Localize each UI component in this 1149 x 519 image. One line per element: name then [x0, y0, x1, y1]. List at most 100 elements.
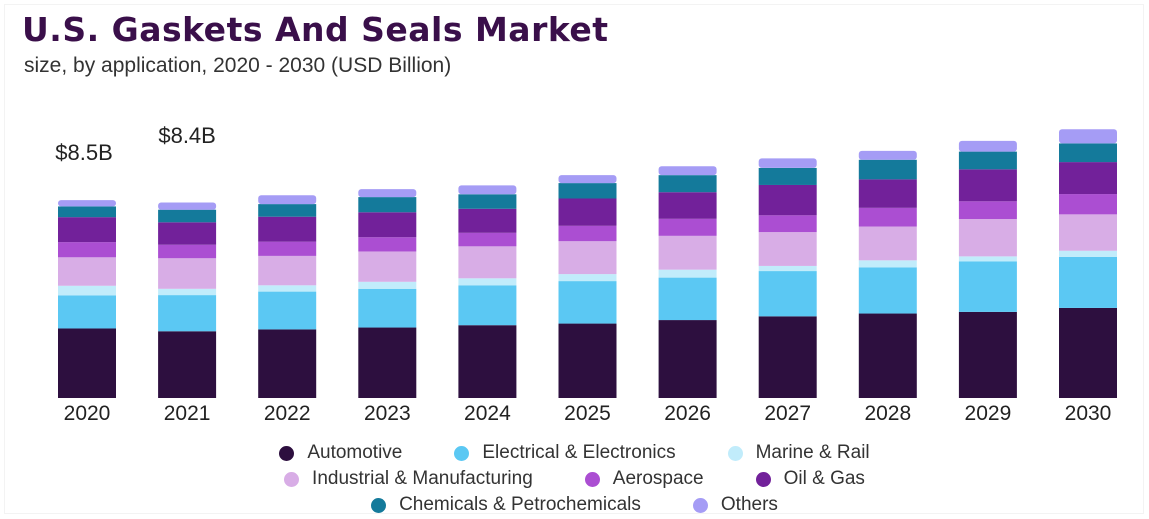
legend-label-electrical-electronics: Electrical & Electronics	[482, 442, 675, 464]
legend-label-chemicals-petrochemicals: Chemicals & Petrochemicals	[399, 494, 641, 516]
bar-segment-2029-aerospace	[959, 201, 1017, 219]
bar-segment-2030-aerospace	[1059, 194, 1117, 214]
bar-segment-2023-oil-gas	[358, 212, 416, 237]
bar-segment-2023-others	[358, 189, 416, 197]
x-tick-label-2026: 2026	[664, 402, 711, 425]
x-tick-label-2028: 2028	[864, 402, 911, 425]
bar-segment-2029-marine-rail	[959, 256, 1017, 261]
bar-segment-2025-others	[559, 175, 617, 183]
bar-segment-2022-automotive	[258, 329, 316, 398]
x-tick-label-2020: 2020	[64, 402, 111, 425]
legend-row-2: Industrial & Manufacturing Aerospace Oil…	[0, 468, 1149, 490]
bar-segment-2024-marine-rail	[458, 278, 516, 285]
x-tick-label-2025: 2025	[564, 402, 611, 425]
legend-swatch-oil-gas	[756, 472, 771, 487]
bar-segment-2024-oil-gas	[458, 209, 516, 233]
legend-item-industrial-manufacturing: Industrial & Manufacturing	[284, 468, 533, 490]
bar-segment-2025-automotive	[559, 324, 617, 398]
legend-row-3: Chemicals & Petrochemicals Others	[0, 494, 1149, 516]
bar-segment-2024-electrical-electronics	[458, 285, 516, 325]
bar-segment-2026-marine-rail	[659, 270, 717, 278]
bar-segment-2024-chemicals-petrochemicals	[458, 194, 516, 208]
bar-segment-2022-others	[258, 195, 316, 204]
legend-item-others: Others	[693, 494, 778, 516]
bar-segment-2023-electrical-electronics	[358, 289, 416, 328]
legend-label-aerospace: Aerospace	[613, 468, 704, 490]
bar-segment-2029-oil-gas	[959, 169, 1017, 201]
legend-item-aerospace: Aerospace	[585, 468, 704, 490]
bar-segment-2025-oil-gas	[559, 199, 617, 226]
bar-segment-2026-chemicals-petrochemicals	[659, 175, 717, 192]
bar-segment-2026-oil-gas	[659, 192, 717, 219]
bar-segment-2020-aerospace	[58, 242, 116, 257]
bar-segment-2029-industrial-manufacturing	[959, 219, 1017, 256]
bar-segment-2020-oil-gas	[58, 217, 116, 242]
bar-segment-2020-marine-rail	[58, 286, 116, 296]
legend-swatch-others	[693, 498, 708, 513]
data-label-2021: $8.4B	[158, 123, 216, 148]
x-tick-label-2030: 2030	[1065, 402, 1112, 425]
bar-segment-2021-industrial-manufacturing	[158, 258, 216, 289]
bar-segment-2024-others	[458, 185, 516, 194]
bar-segment-2029-automotive	[959, 312, 1017, 398]
bar-segment-2023-marine-rail	[358, 282, 416, 289]
x-tick-label-2022: 2022	[264, 402, 311, 425]
bar-segment-2020-automotive	[58, 328, 116, 398]
bar-segment-2030-industrial-manufacturing	[1059, 214, 1117, 250]
legend-label-oil-gas: Oil & Gas	[784, 468, 865, 490]
legend-label-marine-rail: Marine & Rail	[756, 442, 870, 464]
bar-segment-2020-electrical-electronics	[58, 295, 116, 328]
bar-segment-2026-aerospace	[659, 219, 717, 236]
bar-segment-2027-oil-gas	[759, 185, 817, 215]
bar-segment-2027-aerospace	[759, 215, 817, 232]
bar-segment-2021-electrical-electronics	[158, 295, 216, 331]
legend-swatch-chemicals-petrochemicals	[371, 498, 386, 513]
bar-segment-2030-chemicals-petrochemicals	[1059, 143, 1117, 162]
x-tick-label-2023: 2023	[364, 402, 411, 425]
bar-segment-2023-automotive	[358, 328, 416, 398]
bar-segment-2021-oil-gas	[158, 222, 216, 244]
bar-segment-2020-others	[58, 200, 116, 206]
bar-segment-2030-others	[1059, 129, 1117, 143]
bar-segment-2030-oil-gas	[1059, 162, 1117, 194]
bar-segment-2028-chemicals-petrochemicals	[859, 160, 917, 180]
legend-swatch-industrial-manufacturing	[284, 472, 299, 487]
bar-segment-2026-others	[659, 166, 717, 175]
bar-segment-2027-marine-rail	[759, 266, 817, 271]
legend-swatch-automotive	[279, 446, 294, 461]
bar-segment-2027-industrial-manufacturing	[759, 232, 817, 266]
bar-segment-2023-chemicals-petrochemicals	[358, 197, 416, 212]
bar-segment-2028-electrical-electronics	[859, 267, 917, 313]
bar-segment-2025-electrical-electronics	[559, 281, 617, 323]
legend-item-electrical-electronics: Electrical & Electronics	[454, 442, 675, 464]
x-tick-label-2024: 2024	[464, 402, 511, 425]
legend-label-industrial-manufacturing: Industrial & Manufacturing	[312, 468, 533, 490]
bar-segment-2022-aerospace	[258, 242, 316, 256]
bar-segment-2027-electrical-electronics	[759, 271, 817, 316]
legend-label-others: Others	[721, 494, 778, 516]
bar-segment-2022-marine-rail	[258, 285, 316, 291]
bar-segment-2026-industrial-manufacturing	[659, 236, 717, 270]
bar-segment-2025-industrial-manufacturing	[559, 241, 617, 274]
legend-item-automotive: Automotive	[279, 442, 402, 464]
bar-segment-2024-automotive	[458, 325, 516, 398]
x-tick-label-2027: 2027	[764, 402, 811, 425]
bar-segment-2028-oil-gas	[859, 179, 917, 207]
legend-item-oil-gas: Oil & Gas	[756, 468, 865, 490]
bar-segment-2023-aerospace	[358, 237, 416, 251]
legend-swatch-aerospace	[585, 472, 600, 487]
bar-segment-2024-aerospace	[458, 233, 516, 247]
bar-segment-2023-industrial-manufacturing	[358, 251, 416, 281]
bar-segment-2028-industrial-manufacturing	[859, 227, 917, 261]
bar-segment-2025-marine-rail	[559, 274, 617, 281]
bar-segment-2028-marine-rail	[859, 260, 917, 267]
bar-segment-2021-others	[158, 202, 216, 209]
bar-segment-2026-automotive	[659, 320, 717, 398]
bar-segment-2029-chemicals-petrochemicals	[959, 152, 1017, 170]
legend-label-automotive: Automotive	[307, 442, 402, 464]
legend-row-1: Automotive Electrical & Electronics Mari…	[0, 442, 1149, 464]
x-tick-label-2029: 2029	[965, 402, 1012, 425]
bar-segment-2022-chemicals-petrochemicals	[258, 204, 316, 217]
bar-segment-2029-electrical-electronics	[959, 262, 1017, 312]
bar-segment-2025-chemicals-petrochemicals	[559, 183, 617, 198]
